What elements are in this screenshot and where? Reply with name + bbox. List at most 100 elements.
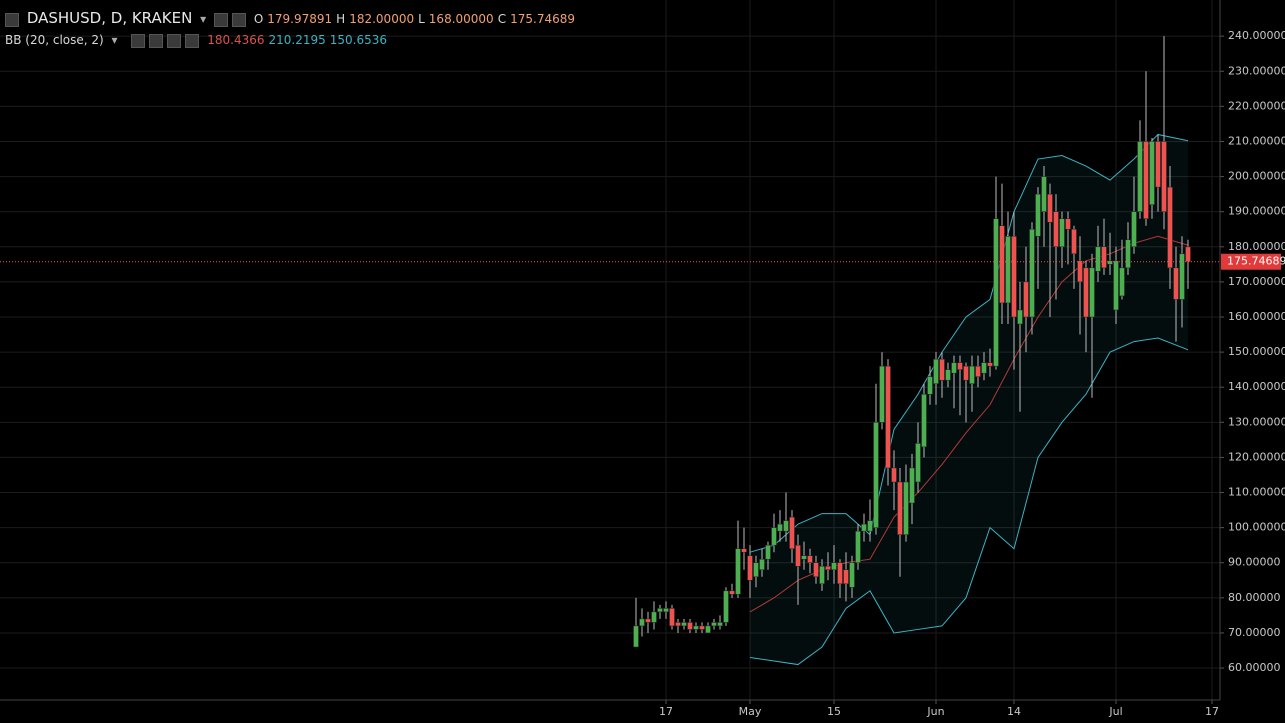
candle-body [759,558,765,571]
dropdown-arrow[interactable]: ▾ [200,12,207,26]
settings-icon[interactable] [213,12,228,27]
candle-body [1179,253,1185,300]
candle-body [633,625,639,648]
y-tick-label: 90.00000 [1228,556,1281,569]
candle-body [999,225,1005,304]
y-tick-label: 130.00000 [1228,415,1285,428]
candle-body [681,622,687,627]
candle-body [705,625,711,634]
candle-body [921,393,927,448]
candle-body [717,622,723,627]
dropdown-arrow[interactable]: ▾ [111,33,118,47]
candle-body [711,622,717,627]
candle-body [1167,186,1173,269]
x-tick-label: Jul [1108,705,1122,718]
symbol-title[interactable]: DASHUSD, D, KRAKEN [26,9,193,27]
candle-body [651,611,657,623]
candle-body [669,608,675,627]
candle-body [1041,176,1047,212]
candle-body [957,362,963,370]
candle-body [1029,228,1035,318]
candle-body [1137,141,1143,212]
candle-body [1131,211,1137,248]
collapse-icon[interactable] [5,12,19,27]
candle-body [645,618,651,623]
candle-body [927,376,933,395]
y-tick-label: 230.00000 [1228,64,1285,77]
candle-body [1077,260,1083,283]
x-tick-label: 15 [827,705,841,718]
candle-body [867,520,873,532]
candle-body [1119,267,1125,297]
candle-body [1149,141,1155,205]
candle-body [855,530,861,563]
candle-body [1053,211,1059,248]
candle-body [915,443,921,483]
candle-body [1113,260,1119,311]
x-tick-label: 14 [1007,705,1021,718]
candle-body [801,555,807,560]
indicator-name[interactable]: BB (20, close, 2) [5,33,104,47]
ohlc-label: L [418,12,425,26]
candle-body [777,523,783,532]
candle-body [693,625,699,630]
ohlc-label: O [253,12,264,26]
candle-body [1185,246,1191,262]
candle-body [843,569,849,585]
candle-body [783,520,789,532]
candle-body [945,369,951,381]
y-tick-label: 200.00000 [1228,170,1285,183]
candle-body [861,523,867,532]
candle-body [639,618,645,627]
gear-icon[interactable] [149,33,164,48]
candle-body [747,555,753,581]
candle-body [837,562,843,585]
candle-body [687,622,693,630]
upper-band [749,133,1189,553]
last-price-label: 175.74689 [1227,255,1285,268]
add-icon[interactable] [167,33,182,48]
y-tick-label: 150.00000 [1228,345,1285,358]
y-tick-label: 80.00000 [1228,591,1281,604]
candle-body [831,562,837,571]
candle-body [1089,267,1095,318]
candle-body [1095,246,1101,272]
y-tick-label: 190.00000 [1228,205,1285,218]
symbol-header: DASHUSD, D, KRAKEN ▾ O 179.97891 H 182.0000… [5,9,583,27]
eye-icon[interactable] [131,33,146,48]
candle-body [1143,141,1149,219]
y-tick-label: 60.00000 [1228,661,1281,674]
band-fill [750,134,1188,665]
candle-body [1011,236,1017,318]
candle-body [825,565,831,571]
candle-body [1101,246,1107,269]
candle-body [663,608,669,613]
last-price-tag [1221,253,1281,270]
x-tick-label: Jun [926,705,944,718]
y-tick-label: 140.00000 [1228,380,1285,393]
candle-body [807,555,813,563]
lower-band [749,337,1189,666]
y-tick-label: 120.00000 [1228,450,1285,463]
gear-icon[interactable] [231,12,246,27]
close-icon[interactable] [185,33,200,48]
candle-body [969,365,975,384]
y-tick-label: 210.00000 [1228,134,1285,147]
candle-body [1005,236,1011,304]
candle-body [1023,281,1029,318]
candle-body [1035,193,1041,237]
candle-body [723,590,729,623]
candle-body [789,516,795,549]
ohlc-label: H [336,12,346,26]
candle-body [951,362,957,374]
candle-body [897,481,903,535]
candle-body [1059,218,1065,248]
x-tick-label: 17 [1205,705,1219,718]
candle-body [1155,141,1161,188]
candle-body [699,625,705,630]
candle-body [939,358,945,381]
y-tick-label: 240.00000 [1228,29,1285,42]
y-tick-label: 110.00000 [1228,486,1285,499]
y-tick-label: 180.00000 [1228,240,1285,253]
candle-body [735,548,741,595]
